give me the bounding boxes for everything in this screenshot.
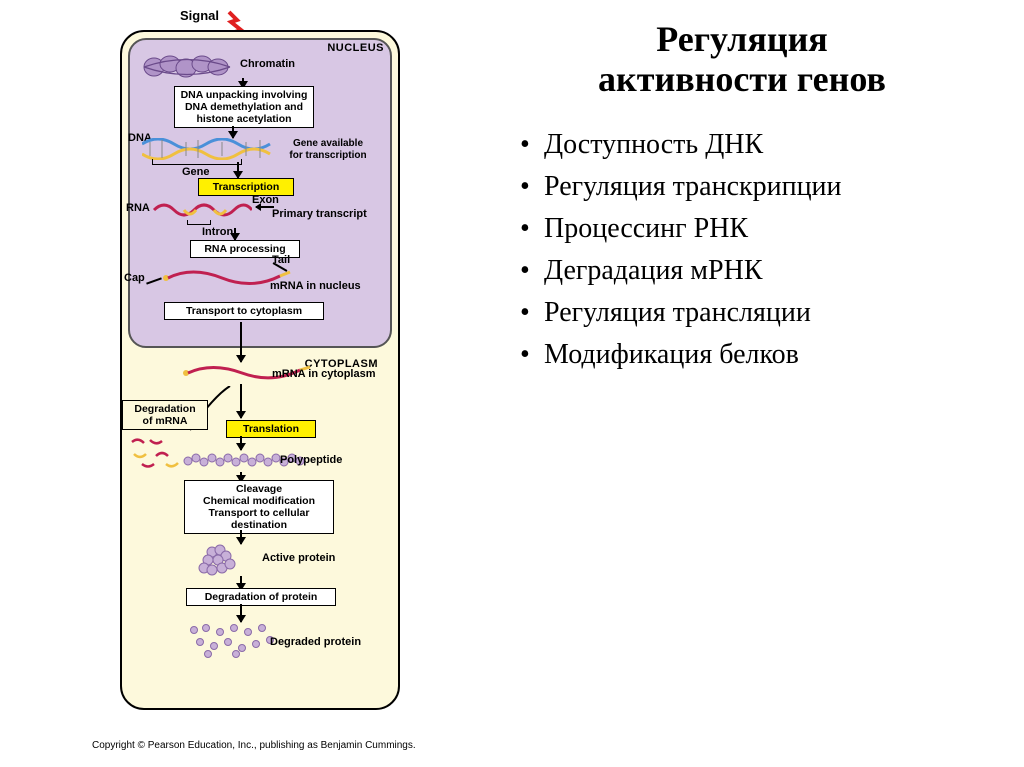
dna-helix-icon	[142, 138, 272, 160]
active-protein-icon	[192, 542, 242, 578]
cell-outline: NUCLEUS CYTOPLASM Chromatin DNA unpackin…	[120, 30, 400, 710]
arrow	[232, 126, 234, 138]
rna-label: RNA	[126, 202, 150, 214]
mrna-degradation-box: Degradation of mRNA	[122, 400, 208, 430]
bullet-item: Доступность ДНК	[520, 129, 994, 161]
mrna-nucleus-label: mRNA in nucleus	[270, 280, 361, 292]
transport-box: Transport to cytoplasm	[164, 302, 324, 320]
degraded-protein-label: Degraded protein	[270, 636, 361, 648]
slide: Signal NUCLEUS CYTOPLASM Chromatin DNA u…	[0, 0, 1024, 767]
mrna-cytoplasm-label: mRNA in cytoplasm	[272, 368, 376, 380]
bullet-item: Процессинг РНК	[520, 213, 994, 245]
transcription-box: Transcription	[198, 178, 294, 196]
arrow	[234, 228, 236, 240]
gene-available-label: Gene available for transcription	[282, 136, 374, 163]
signal-label: Signal	[180, 8, 219, 23]
slide-title: Регуляция активности генов	[490, 20, 994, 99]
cleavage-text: Cleavage Chemical modification Transport…	[203, 483, 315, 531]
cleavage-box: Cleavage Chemical modification Transport…	[184, 480, 334, 534]
active-protein-label: Active protein	[262, 552, 335, 564]
primary-transcript-icon	[152, 198, 252, 220]
bullet-item: Регуляция транскрипции	[520, 171, 994, 203]
arrow	[240, 384, 242, 418]
intron-brace	[187, 220, 211, 225]
diagram-column: Signal NUCLEUS CYTOPLASM Chromatin DNA u…	[0, 0, 480, 767]
chromatin-icon	[142, 54, 232, 80]
arrow	[237, 162, 239, 178]
chromatin-label: Chromatin	[240, 58, 295, 70]
bullet-item: Регуляция трансляции	[520, 297, 994, 329]
protein-degradation-box: Degradation of protein	[186, 588, 336, 606]
arrow	[240, 604, 242, 622]
gene-brace	[152, 159, 242, 165]
degraded-protein-icon	[186, 622, 276, 658]
mrna-fragments-icon	[128, 436, 188, 470]
dna-unpacking-box: DNA unpacking involving DNA demethylatio…	[174, 86, 314, 128]
nucleus-label: NUCLEUS	[327, 42, 384, 54]
bullet-item: Деградация мРНК	[520, 255, 994, 287]
text-column: Регуляция активности генов Доступность Д…	[480, 0, 1024, 767]
primary-transcript-label: Primary transcript	[272, 208, 367, 220]
copyright-text: Copyright © Pearson Education, Inc., pub…	[92, 740, 416, 751]
cap-label: Cap	[124, 272, 145, 284]
bullet-list: Доступность ДНК Регуляция транскрипции П…	[490, 129, 994, 371]
title-line-2: активности генов	[598, 59, 886, 99]
bullet-item: Модификация белков	[520, 339, 994, 371]
title-line-1: Регуляция	[656, 19, 828, 59]
arrow	[240, 436, 242, 450]
polypeptide-label: Polypeptide	[280, 454, 342, 466]
gene-label: Gene	[182, 166, 210, 178]
arrow	[240, 322, 242, 362]
intron-label: Intron	[202, 226, 233, 238]
